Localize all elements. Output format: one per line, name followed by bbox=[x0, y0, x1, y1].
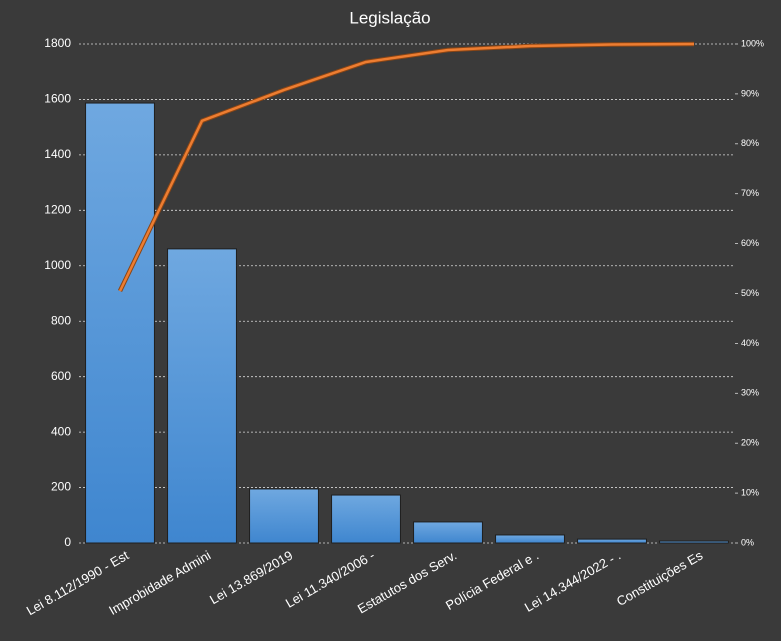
y2-tick-label: 10% bbox=[741, 487, 759, 497]
bar bbox=[659, 540, 729, 544]
bar bbox=[577, 538, 647, 544]
line bbox=[118, 42, 695, 292]
bar bbox=[249, 488, 319, 544]
y2-tick-label: 80% bbox=[741, 138, 759, 148]
y-tick-label: 0 bbox=[64, 535, 71, 549]
bar bbox=[331, 494, 401, 544]
chart-title: Legislação bbox=[349, 8, 430, 27]
y2-tick-label: 70% bbox=[741, 188, 759, 198]
y2-tick-label: 90% bbox=[741, 88, 759, 98]
y-tick-label: 1600 bbox=[44, 92, 71, 106]
y-tick-label: 400 bbox=[51, 424, 71, 438]
bar bbox=[413, 521, 483, 544]
bar bbox=[167, 248, 237, 544]
y2-tick-label: 20% bbox=[741, 438, 759, 448]
y-tick-label: 1000 bbox=[44, 258, 71, 272]
y-tick-label: 600 bbox=[51, 369, 71, 383]
bar bbox=[495, 534, 565, 544]
y2-tick-label: 40% bbox=[741, 338, 759, 348]
y-tick-label: 1400 bbox=[44, 147, 71, 161]
y-tick-label: 1800 bbox=[44, 36, 71, 50]
bar bbox=[85, 102, 155, 544]
y2-tick-label: 100% bbox=[741, 38, 764, 48]
y2-tick-label: 0% bbox=[741, 537, 754, 547]
y2-tick-label: 30% bbox=[741, 388, 759, 398]
y-tick-label: 1200 bbox=[44, 203, 71, 217]
y-tick-label: 800 bbox=[51, 313, 71, 327]
y2-tick-label: 60% bbox=[741, 238, 759, 248]
y2-tick-label: 50% bbox=[741, 288, 759, 298]
y-tick-label: 200 bbox=[51, 480, 71, 494]
